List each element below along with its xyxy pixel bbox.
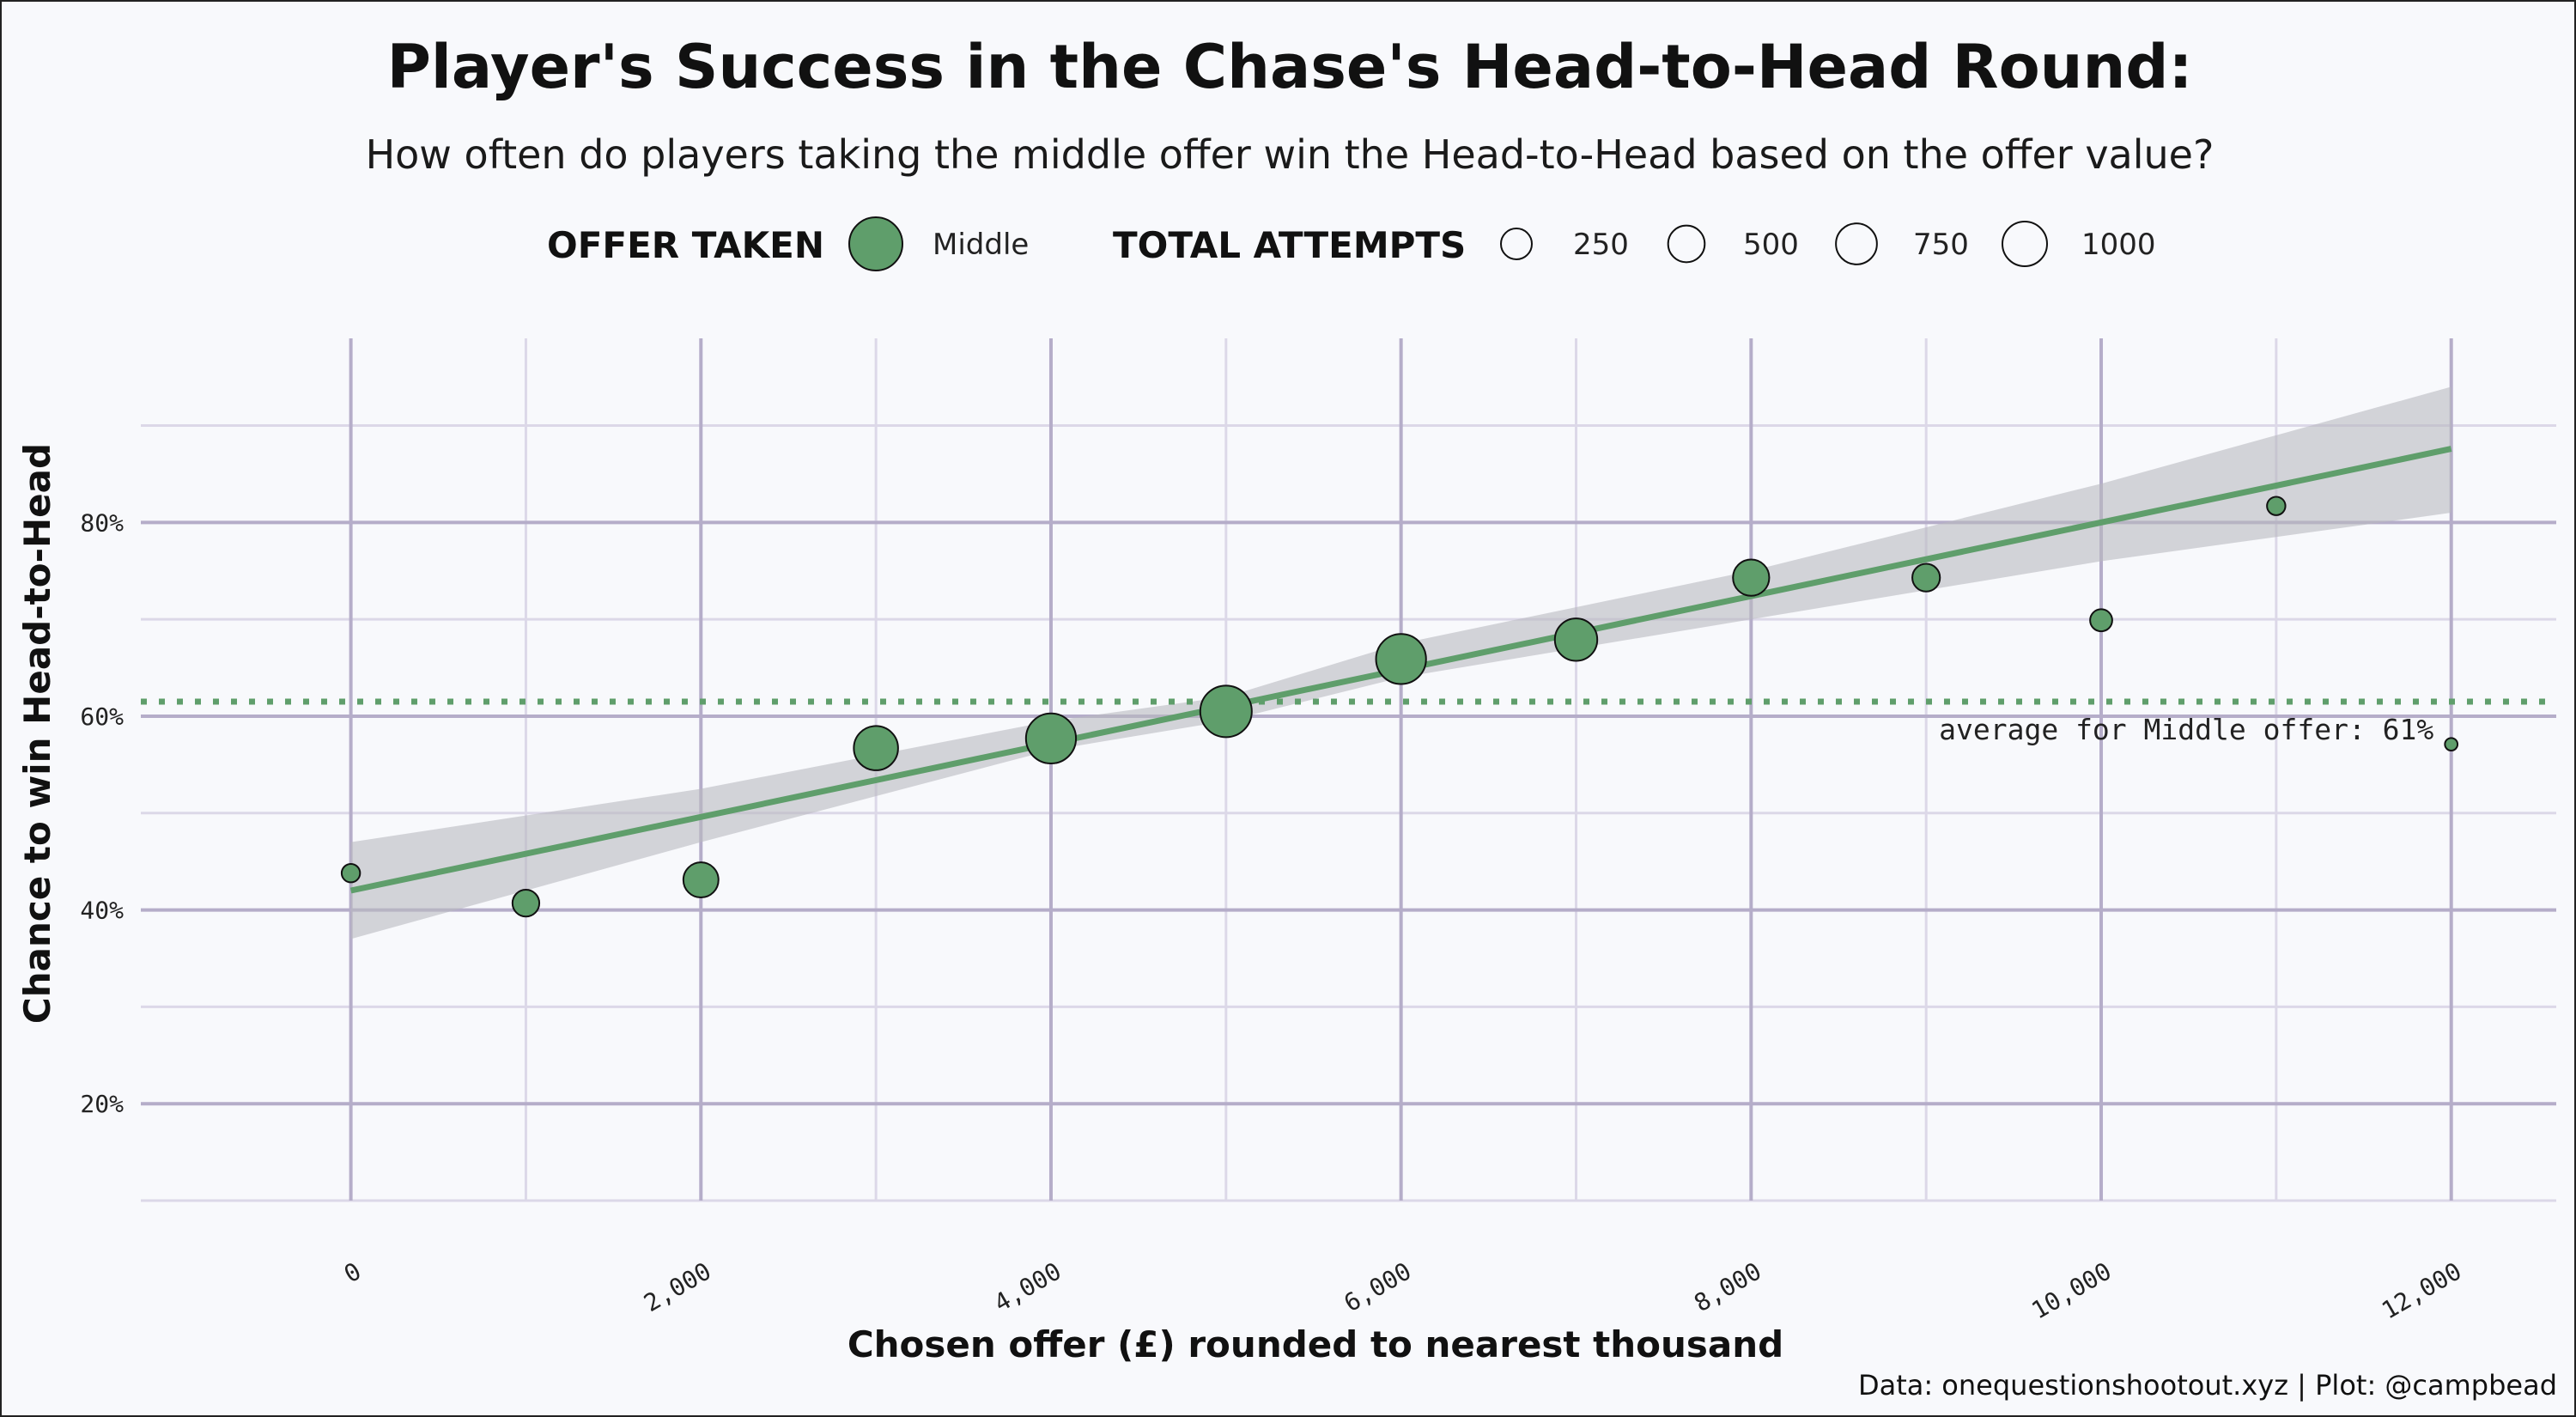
x-tick-label: 6,000 <box>1340 1256 1417 1317</box>
data-point <box>1911 563 1941 593</box>
legend-middle-label: Middle <box>933 228 1029 262</box>
x-axis-title: Chosen offer (£) rounded to nearest thou… <box>848 1323 1783 1365</box>
data-point <box>2089 608 2113 633</box>
x-tick-label: 0 <box>339 1256 366 1288</box>
x-tick-label: 4,000 <box>989 1256 1066 1317</box>
data-point <box>1024 712 1078 765</box>
data-point <box>682 861 720 899</box>
size-legend: 250 500 750 1000 <box>1500 221 2156 267</box>
points-layer <box>340 496 2459 918</box>
data-point <box>853 725 899 771</box>
chart-subtitle: How often do players taking the middle o… <box>366 131 2215 178</box>
chart-title: Player's Success in the Chase's Head-to-… <box>387 32 2193 102</box>
legend-color-title: OFFER TAKEN <box>547 224 824 266</box>
caption: Data: onequestionshootout.xyz | Plot: @c… <box>1858 1369 2557 1402</box>
data-point <box>1199 684 1253 739</box>
data-point <box>1732 558 1771 597</box>
legend-size-swatch <box>1500 228 1533 260</box>
average-annotation: average for Middle offer: 61% <box>1939 713 2433 746</box>
y-tick-label: 80% <box>80 508 124 537</box>
legend-size-swatch <box>2002 221 2048 267</box>
x-tick-label: 2,000 <box>639 1256 716 1317</box>
data-point <box>1553 617 1599 662</box>
legend-size-label: 250 <box>1573 228 1629 262</box>
x-tick-label: 8,000 <box>1689 1256 1766 1317</box>
data-point <box>1375 633 1427 685</box>
data-point <box>511 889 541 918</box>
y-tick-label: 20% <box>80 1090 124 1118</box>
legend-size-title: TOTAL ATTEMPTS <box>1113 224 1466 266</box>
legend-middle-swatch <box>848 216 903 271</box>
ticks-layer: 0 2,000 4,000 6,000 8,000 10,000 12,000 20% 40% 6… <box>80 508 2466 1324</box>
y-axis-title: Chance to win Head-to-Head <box>16 443 58 1024</box>
data-point <box>340 862 361 884</box>
legend-size-swatch <box>1835 222 1878 265</box>
legend-size-swatch <box>1667 224 1706 264</box>
y-tick-label: 40% <box>80 897 124 925</box>
y-tick-label: 60% <box>80 702 124 731</box>
x-tick-label: 10,000 <box>2026 1256 2116 1324</box>
legend-size-label: 750 <box>1913 228 1969 262</box>
data-point <box>2444 737 2459 752</box>
x-tick-label: 12,000 <box>2377 1256 2466 1324</box>
legend-size-label: 500 <box>1743 228 1799 262</box>
data-point <box>2266 496 2287 516</box>
legend-size-label: 1000 <box>2081 228 2156 262</box>
